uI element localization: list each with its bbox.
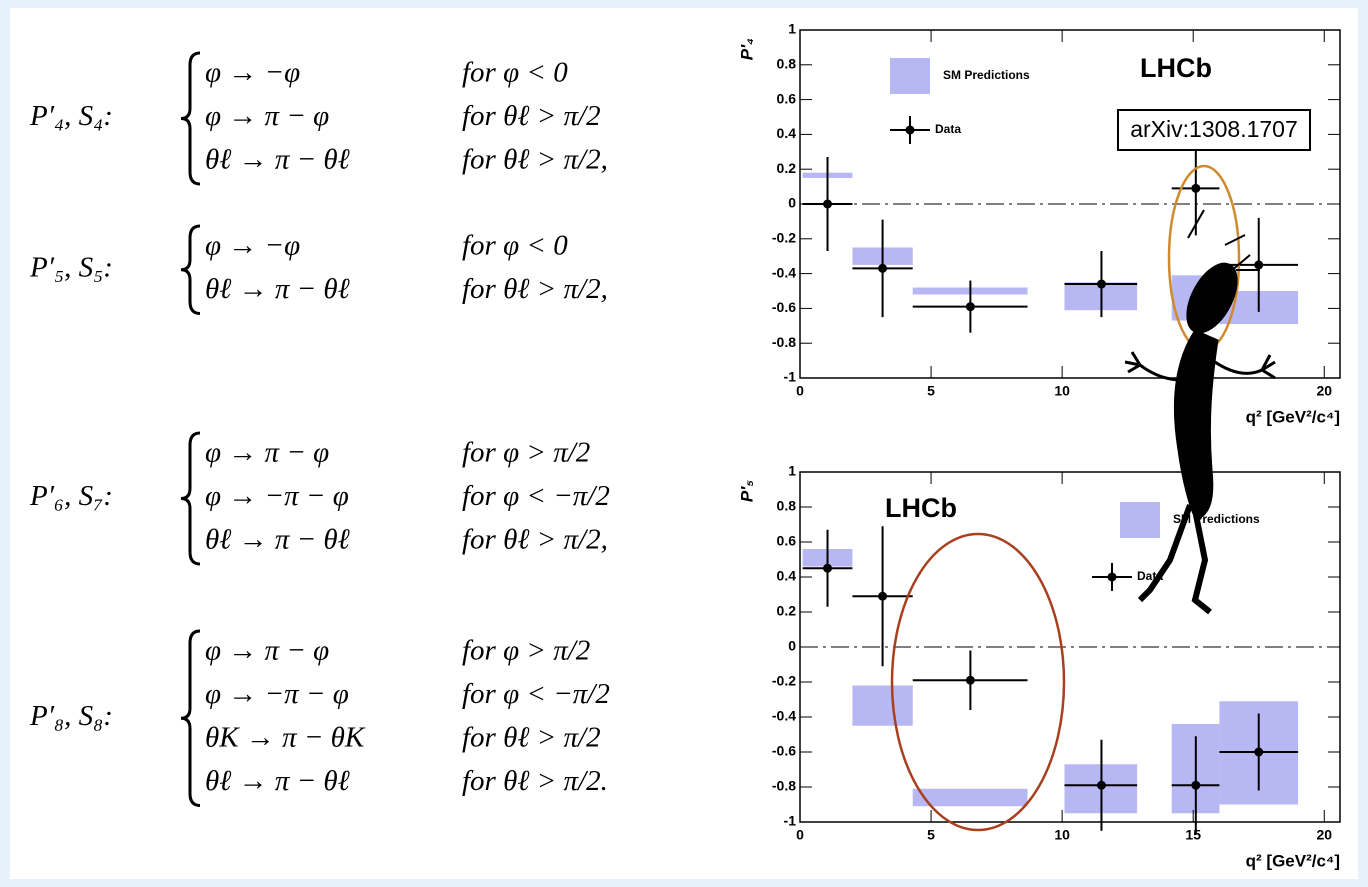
case-mapping: θℓ → π − θℓ	[205, 765, 350, 797]
x-tick-label: 0	[796, 383, 804, 399]
case-mapping: φ → π − φ	[205, 635, 329, 667]
case-mapping: θℓ → π − θℓ	[205, 273, 350, 305]
equation-label: P′₅, S₅:	[29, 251, 113, 283]
case-condition: for φ < 0	[462, 230, 568, 262]
watermark: LHCb	[1140, 53, 1212, 83]
case-mapping: θK → π − θK	[205, 722, 366, 754]
x-tick-label: 15	[1185, 827, 1201, 843]
case-mapping: θℓ → π − θℓ	[205, 524, 350, 556]
y-tick-label: 1	[788, 463, 796, 479]
x-tick-label: 10	[1054, 827, 1070, 843]
y-tick-label: 0	[788, 195, 796, 211]
data-point	[878, 263, 888, 273]
x-tick-label: 5	[927, 827, 935, 843]
case-condition: for φ < −π/2	[462, 678, 610, 710]
data-point	[878, 591, 888, 601]
y-tick-label: -0.6	[772, 299, 796, 315]
case-condition: for φ > π/2	[462, 437, 590, 469]
case-condition: for θℓ > π/2,	[462, 273, 608, 305]
case-condition: for φ < 0	[462, 57, 568, 89]
case-mapping: φ → −π − φ	[205, 480, 349, 512]
brace	[180, 224, 201, 315]
y-tick-label: 0.6	[777, 90, 797, 106]
cartoon-figure	[1124, 209, 1276, 615]
equations: P′₄, S₄: φ → −φ for φ < 0 φ → π − φ for θℓ >…	[29, 51, 610, 807]
data-point	[965, 675, 975, 685]
y-tick-label: 0.8	[777, 498, 797, 514]
legend-marker	[1107, 572, 1117, 582]
case-condition: for φ < −π/2	[462, 480, 610, 512]
highlight-ellipse	[890, 532, 1066, 832]
case-mapping: θℓ → π − θℓ	[205, 144, 350, 176]
charts: -1-0.8-0.6-0.4-0.200.20.40.60.8105101520…	[737, 21, 1341, 870]
y-axis-label: P′₅	[737, 480, 756, 502]
case-mapping: φ → −φ	[205, 230, 300, 262]
x-tick-label: 20	[1316, 827, 1332, 843]
y-tick-label: 1	[788, 21, 796, 37]
data-point	[1254, 260, 1264, 270]
data-point	[1096, 279, 1106, 289]
equation-label: P′₆, S₇:	[29, 480, 113, 512]
x-axis-label: q² [GeV²/c⁴]	[1246, 851, 1340, 870]
slide-body	[10, 8, 1358, 879]
y-tick-label: -1	[784, 369, 797, 385]
data-point	[823, 563, 833, 573]
y-tick-label: 0.2	[777, 603, 797, 619]
case-mapping: φ → −φ	[205, 57, 300, 89]
data-point	[1096, 780, 1106, 790]
y-tick-label: -1	[784, 813, 797, 829]
case-condition: for θℓ > π/2.	[462, 765, 608, 797]
y-tick-label: 0.6	[777, 533, 797, 549]
y-tick-label: -0.2	[772, 230, 796, 246]
y-tick-label: -0.6	[772, 743, 796, 759]
y-tick-label: -0.8	[772, 778, 796, 794]
legend-marker	[905, 125, 915, 135]
x-tick-label: 0	[796, 827, 804, 843]
x-axis-label: q² [GeV²/c⁴]	[1246, 407, 1340, 426]
data-point	[965, 302, 975, 312]
x-tick-label: 20	[1316, 383, 1332, 399]
legend-swatch	[1120, 502, 1160, 538]
y-tick-label: -0.4	[772, 708, 796, 724]
equation-label: P′₈, S₈:	[29, 700, 113, 732]
legend-label: SM Predictions	[943, 68, 1030, 82]
y-tick-label: -0.2	[772, 673, 796, 689]
equation-label: P′₄, S₄:	[29, 100, 113, 132]
annotation: arXiv:1308.1707	[1130, 116, 1298, 142]
y-tick-label: -0.4	[772, 264, 796, 280]
chart: -1-0.8-0.6-0.4-0.200.20.40.60.8105101520…	[737, 21, 1341, 426]
sm-band	[912, 788, 1028, 807]
legend-label: Data	[935, 122, 961, 136]
y-tick-label: 0.4	[777, 125, 797, 141]
y-tick-label: 0.8	[777, 56, 797, 72]
case-mapping: φ → π − φ	[205, 100, 329, 132]
case-condition: for θℓ > π/2	[462, 722, 601, 754]
x-tick-label: 10	[1054, 383, 1070, 399]
watermark: LHCb	[885, 493, 957, 523]
legend-swatch	[890, 58, 930, 94]
case-condition: for θℓ > π/2,	[462, 144, 608, 176]
data-point	[1191, 183, 1201, 193]
brace	[180, 431, 201, 566]
data-point	[1254, 747, 1264, 757]
case-mapping: φ → π − φ	[205, 437, 329, 469]
case-condition: for φ > π/2	[462, 635, 590, 667]
case-mapping: φ → −π − φ	[205, 678, 349, 710]
y-axis-label: P′₄	[737, 38, 756, 60]
y-tick-label: 0.2	[777, 160, 797, 176]
data-point	[1191, 780, 1201, 790]
brace	[180, 629, 201, 807]
sm-band	[852, 685, 913, 726]
case-condition: for θℓ > π/2	[462, 100, 601, 132]
y-tick-label: -0.8	[772, 334, 796, 350]
annotation-box	[1117, 109, 1311, 151]
x-tick-label: 5	[927, 383, 935, 399]
y-tick-label: 0	[788, 638, 796, 654]
y-tick-label: 0.4	[777, 568, 797, 584]
data-point	[823, 199, 833, 209]
brace	[180, 51, 201, 186]
case-condition: for θℓ > π/2,	[462, 524, 608, 556]
